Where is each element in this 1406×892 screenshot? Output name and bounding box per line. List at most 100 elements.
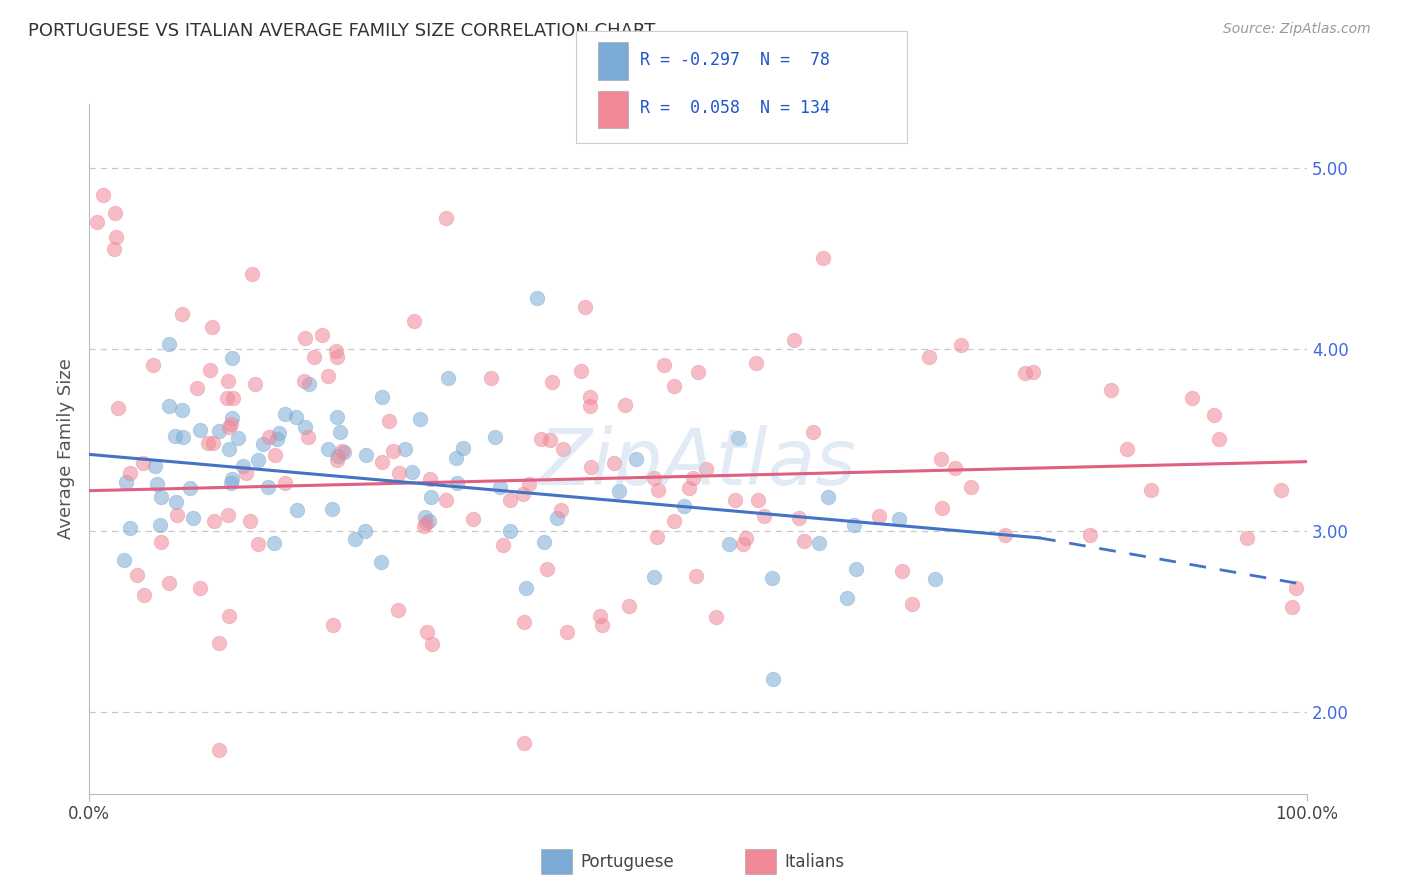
Point	[513, 615, 536, 629]
Point	[217, 508, 239, 522]
Point	[201, 436, 224, 450]
Point	[228, 432, 250, 446]
Point	[868, 509, 890, 524]
Point	[949, 338, 972, 352]
Point	[416, 625, 439, 640]
Point	[150, 490, 173, 504]
Point	[325, 453, 347, 467]
Point	[298, 377, 321, 392]
Point	[479, 371, 502, 385]
Point	[219, 475, 242, 490]
Point	[208, 743, 231, 757]
Point	[817, 490, 839, 504]
Point	[1284, 581, 1306, 595]
Point	[149, 517, 172, 532]
Text: R = -0.297  N =  78: R = -0.297 N = 78	[640, 51, 830, 69]
Point	[574, 301, 596, 315]
Text: Portuguese: Portuguese	[581, 853, 675, 871]
Point	[1078, 528, 1101, 542]
Point	[645, 530, 668, 544]
Point	[924, 572, 946, 586]
Point	[269, 425, 291, 440]
Point	[553, 442, 575, 456]
Point	[394, 442, 416, 456]
Point	[322, 618, 344, 632]
Point	[344, 532, 367, 546]
Point	[446, 451, 468, 466]
Point	[420, 490, 443, 504]
Point	[793, 534, 815, 549]
Point	[664, 515, 686, 529]
Point	[409, 412, 432, 426]
Point	[513, 736, 536, 750]
Point	[762, 672, 785, 686]
Point	[727, 431, 749, 445]
Point	[263, 448, 285, 462]
Point	[202, 514, 225, 528]
Y-axis label: Average Family Size: Average Family Size	[58, 359, 75, 540]
Point	[165, 495, 187, 509]
Point	[571, 364, 593, 378]
Point	[724, 492, 747, 507]
Point	[239, 514, 262, 528]
Point	[172, 306, 194, 320]
Point	[918, 350, 941, 364]
Point	[664, 379, 686, 393]
Point	[240, 267, 263, 281]
Point	[142, 359, 165, 373]
Point	[157, 336, 180, 351]
Point	[311, 327, 333, 342]
Point	[613, 398, 636, 412]
Point	[643, 570, 665, 584]
Point	[901, 597, 924, 611]
Point	[451, 441, 474, 455]
Point	[747, 493, 769, 508]
Point	[446, 475, 468, 490]
Point	[371, 454, 394, 468]
Point	[752, 509, 775, 524]
Point	[835, 591, 858, 606]
Point	[1202, 408, 1225, 422]
Point	[489, 480, 512, 494]
Point	[686, 365, 709, 379]
Point	[118, 521, 141, 535]
Point	[607, 483, 630, 498]
Point	[266, 432, 288, 446]
Point	[682, 471, 704, 485]
Point	[221, 411, 243, 425]
Point	[91, 188, 114, 202]
Point	[326, 410, 349, 425]
Point	[717, 537, 740, 551]
Text: R =  0.058  N = 134: R = 0.058 N = 134	[640, 99, 830, 117]
Point	[844, 517, 866, 532]
Point	[132, 588, 155, 602]
Point	[388, 466, 411, 480]
Point	[678, 481, 700, 495]
Point	[145, 477, 167, 491]
Point	[530, 433, 553, 447]
Point	[1022, 365, 1045, 379]
Point	[257, 480, 280, 494]
Point	[731, 537, 754, 551]
Point	[652, 358, 675, 372]
Point	[218, 608, 240, 623]
Point	[744, 356, 766, 370]
Point	[617, 599, 640, 613]
Point	[354, 524, 377, 538]
Point	[294, 331, 316, 345]
Point	[546, 511, 568, 525]
Point	[463, 512, 485, 526]
Point	[222, 391, 245, 405]
Point	[811, 251, 834, 265]
Point	[181, 511, 204, 525]
Point	[960, 480, 983, 494]
Point	[517, 476, 540, 491]
Point	[1014, 366, 1036, 380]
Point	[354, 448, 377, 462]
Point	[218, 442, 240, 456]
Point	[418, 472, 440, 486]
Point	[186, 381, 208, 395]
Point	[515, 581, 537, 595]
Point	[803, 425, 825, 439]
Point	[172, 403, 194, 417]
